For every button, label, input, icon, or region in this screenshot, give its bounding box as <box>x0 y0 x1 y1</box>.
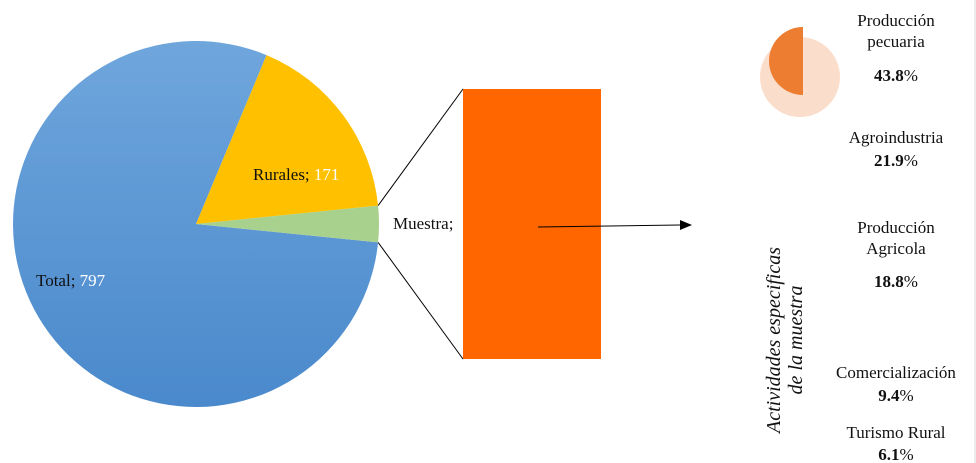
activity-percent: 18.8% <box>874 272 918 291</box>
pie-label-total: Total; 797 <box>36 271 106 290</box>
activity-percent-unit: % <box>900 386 914 405</box>
legend-marker-front <box>769 27 803 95</box>
pie-label-muestra: Muestra; 32 <box>393 214 475 233</box>
pie-label-rurales-name: Rurales; <box>253 165 314 184</box>
activity-item: Comercialización 9.4% <box>836 363 956 405</box>
activity-percent-unit: % <box>904 66 918 85</box>
pie-slice-muestra <box>196 205 380 243</box>
activity-item: Producción pecuaria 43.8% <box>857 11 935 85</box>
pie-bar-connectors <box>377 88 464 360</box>
activity-percent-unit: % <box>904 151 918 170</box>
pie-slice-rurales <box>196 55 379 225</box>
arrow-head <box>680 220 692 230</box>
activity-percent: 21.9% <box>874 151 918 170</box>
connector-line-top <box>377 88 464 206</box>
activity-percent-unit: % <box>900 445 914 463</box>
activity-percent-value: 18.8 <box>874 272 904 291</box>
pie-label-total-value: 797 <box>80 271 106 290</box>
y-axis-title-line1: Actividades especificas <box>763 247 785 435</box>
activity-name: Agroindustria <box>849 128 944 147</box>
activity-name: Turismo Rural <box>846 423 945 442</box>
activity-item: Producción Agricola 18.8% <box>857 218 935 291</box>
activity-percent-value: 9.4 <box>878 386 900 405</box>
activities-panel: Actividades especificasde la muestra Prod… <box>760 0 976 463</box>
arrow-line <box>537 224 681 228</box>
connector-line-bottom <box>377 242 464 360</box>
activity-percent-unit: % <box>904 272 918 291</box>
y-axis-title: Actividades especificasde la muestra <box>763 247 807 435</box>
pie-label-total-name: Total; <box>36 271 80 290</box>
activity-percent: 6.1% <box>878 445 913 463</box>
activity-percent: 9.4% <box>878 386 913 405</box>
activity-percent-value: 6.1 <box>878 445 899 463</box>
activity-percent-value: 43.8 <box>874 66 904 85</box>
activity-name: Comercialización <box>836 363 956 382</box>
activity-name: Producción pecuaria <box>857 11 935 51</box>
y-axis-title-line2: de la muestra <box>785 286 807 395</box>
activity-percent-value: 21.9 <box>874 151 904 170</box>
pie-label-rurales-value: 171 <box>314 165 340 184</box>
activity-item: Agroindustria 21.9% <box>849 128 944 170</box>
sample-bar-rect <box>463 89 601 359</box>
arrow <box>537 220 692 230</box>
pie-label-rurales: Rurales; 171 <box>253 165 339 184</box>
pie-chart: Total; 797 Rurales; 171 Muestra; 32 <box>13 41 475 408</box>
pie-label-muestra-name: Muestra; <box>393 214 458 233</box>
sample-bar <box>463 89 601 359</box>
pie-slice-total <box>13 41 379 408</box>
activity-item: Turismo Rural 6.1% <box>846 423 945 463</box>
activity-percent: 43.8% <box>874 66 918 85</box>
activity-name: Producción Agricola <box>857 218 935 258</box>
